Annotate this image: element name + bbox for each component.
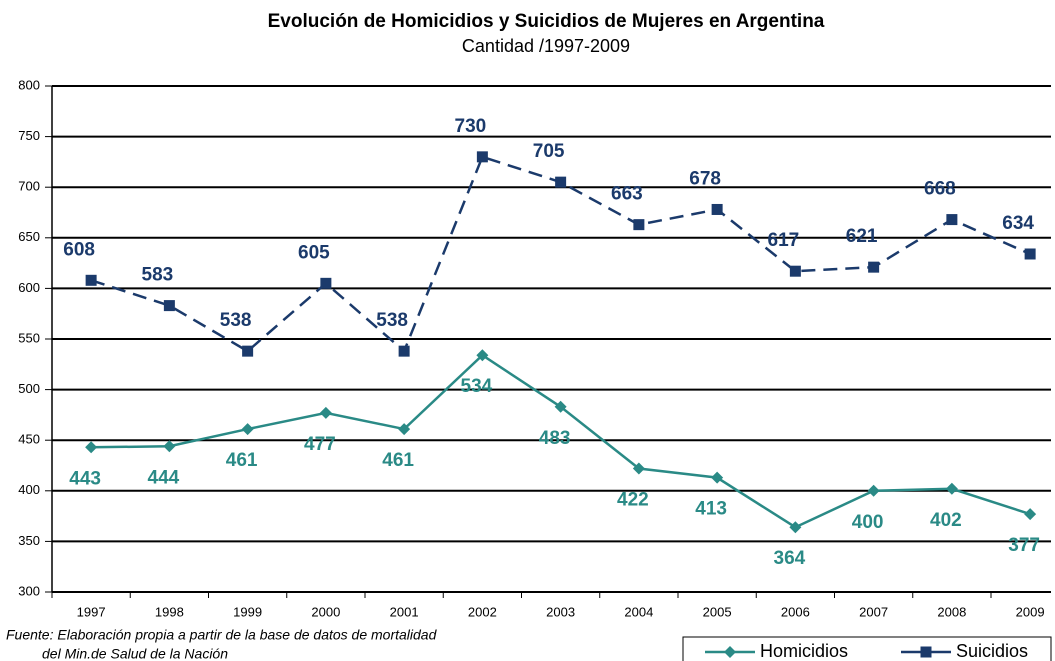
data-label: 663 [611, 184, 643, 205]
data-label: 705 [533, 141, 565, 162]
y-tick-label: 350 [18, 533, 40, 548]
point [241, 423, 254, 436]
point [163, 300, 175, 312]
point [320, 277, 332, 289]
point [242, 345, 254, 357]
x-tick-label: 2002 [468, 604, 497, 619]
x-tick-label: 1999 [233, 604, 262, 619]
legend [682, 636, 1052, 661]
x-tick-label: 2001 [390, 604, 419, 619]
data-label: 461 [226, 450, 258, 471]
data-label: 483 [539, 428, 571, 449]
data-label: 608 [63, 239, 95, 260]
legend-label: Homicidios [760, 641, 848, 661]
data-label: 534 [461, 376, 493, 397]
data-label: 444 [148, 467, 180, 488]
data-label: 422 [617, 490, 649, 511]
data-label: 400 [852, 512, 884, 533]
x-tick-label: 2006 [781, 604, 810, 619]
point [85, 274, 97, 286]
point [632, 462, 645, 475]
point [476, 349, 489, 362]
x-tick-label: 2000 [311, 604, 340, 619]
data-label: 443 [69, 468, 101, 489]
data-label: 617 [768, 230, 800, 251]
data-label: 538 [376, 310, 408, 331]
point [867, 484, 880, 497]
y-tick-label: 800 [18, 77, 40, 92]
data-label: 538 [220, 310, 252, 331]
y-tick-label: 750 [18, 128, 40, 143]
point [789, 265, 801, 277]
point [163, 440, 176, 453]
point [398, 345, 410, 357]
data-label: 413 [695, 499, 727, 520]
point [476, 151, 488, 163]
legend-marker [920, 646, 932, 658]
point [945, 482, 958, 495]
data-label: 668 [924, 179, 956, 200]
x-tick-label: 1997 [77, 604, 106, 619]
point [319, 406, 332, 419]
point [711, 203, 723, 215]
data-label: 678 [689, 168, 721, 189]
y-tick-label: 300 [18, 583, 40, 598]
x-tick-label: 2005 [703, 604, 732, 619]
x-tick-label: 2003 [546, 604, 575, 619]
point [555, 176, 567, 188]
point [946, 214, 958, 226]
point [398, 423, 411, 436]
data-label: 634 [1002, 213, 1034, 234]
data-label: 730 [455, 116, 487, 137]
x-tick-label: 2004 [624, 604, 653, 619]
y-tick-label: 450 [18, 432, 40, 447]
y-tick-label: 700 [18, 179, 40, 194]
point [85, 441, 98, 454]
chart-title: Evolución de Homicidios y Suicidios de M… [268, 11, 825, 32]
y-tick-label: 550 [18, 330, 40, 345]
y-tick-label: 400 [18, 482, 40, 497]
y-tick-label: 650 [18, 229, 40, 244]
y-tick-label: 500 [18, 381, 40, 396]
point [789, 521, 802, 534]
x-tick-label: 2009 [1016, 604, 1045, 619]
chart-subtitle: Cantidad /1997-2009 [462, 36, 630, 56]
point [633, 219, 645, 231]
source: Fuente: Elaboración propia a partir de l… [6, 627, 438, 643]
x-tick-label: 2008 [937, 604, 966, 619]
point [1024, 508, 1037, 521]
point [554, 400, 567, 413]
data-label: 477 [304, 434, 336, 455]
data-label: 583 [142, 265, 174, 286]
x-tick-label: 2007 [859, 604, 888, 619]
legend-marker [724, 646, 736, 658]
point [1024, 248, 1036, 260]
data-label: 402 [930, 510, 962, 531]
data-label: 621 [846, 226, 878, 247]
data-label: 461 [382, 450, 414, 471]
y-tick-label: 600 [18, 280, 40, 295]
source: del Min.de Salud de la Nación [42, 646, 228, 661]
data-label: 377 [1008, 535, 1040, 556]
legend-label: Suicidios [956, 641, 1028, 661]
point [711, 471, 724, 484]
data-label: 364 [774, 548, 806, 569]
x-tick-label: 1998 [155, 604, 184, 619]
point [868, 261, 880, 273]
data-label: 605 [298, 242, 330, 263]
